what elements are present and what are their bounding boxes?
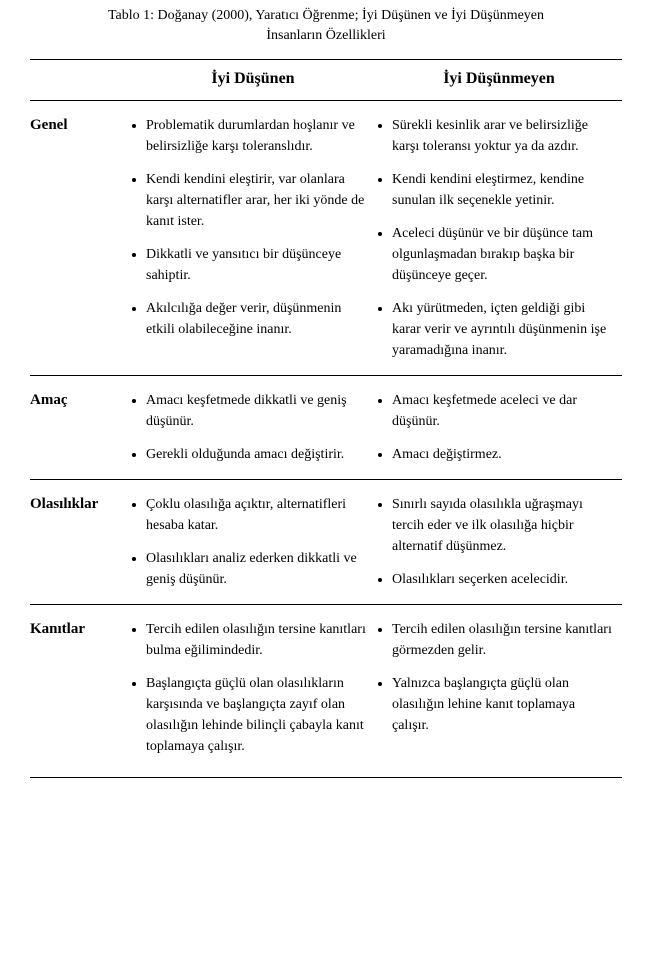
list-item: Yalnızca başlangıçta güçlü olan olasılığ… [392,673,614,736]
sections-container: Genel Problematik durumlardan hoşlanır ve… [30,100,622,771]
cell-good: Çoklu olasılığa açıktır, alternatifleri … [130,494,376,592]
list-item: Kendi kendini eleştirir, var olanlara ka… [146,169,368,232]
list-item: Tercih edilen olasılığın tersine kanıtla… [392,619,614,661]
bottom-rule [30,777,622,778]
caption-line-1: Tablo 1: Doğanay (2000), Yaratıcı Öğrenm… [108,8,544,23]
list-item: Amacı keşfetmede aceleci ve dar düşünür. [392,390,614,432]
list-item: Dikkatli ve yansıtıcı bir düşünceye sahi… [146,244,368,286]
good-list: Problematik durumlardan hoşlanır ve beli… [130,115,368,340]
cell-bad: Sınırlı sayıda olasılıkla uğraşmayı terc… [376,494,622,592]
row-label: Olasılıklar [30,494,130,592]
list-item: Amacı keşfetmede dikkatli ve geniş düşün… [146,390,368,432]
col-header-good: İyi Düşünen [130,70,376,88]
bad-list: Amacı keşfetmede aceleci ve dar düşünür.… [376,390,614,465]
list-item: Tercih edilen olasılığın tersine kanıtla… [146,619,368,661]
bad-list: Sınırlı sayıda olasılıkla uğraşmayı terc… [376,494,614,590]
cell-bad: Amacı keşfetmede aceleci ve dar düşünür.… [376,390,622,467]
list-item: Çoklu olasılığa açıktır, alternatifleri … [146,494,368,536]
cell-bad: Sürekli kesinlik arar ve belirsizliğe ka… [376,115,622,363]
list-item: Akı yürütmeden, içten geldiği gibi karar… [392,298,614,361]
list-item: Olasılıkları analiz ederken dikkatli ve … [146,548,368,590]
header-row: İyi Düşünen İyi Düşünmeyen [30,60,622,100]
caption-line-2: İnsanların Özellikleri [266,28,385,43]
section-row: Amaç Amacı keşfetmede dikkatli ve geniş d… [30,375,622,479]
table-caption: Tablo 1: Doğanay (2000), Yaratıcı Öğrenm… [30,6,622,45]
bad-list: Sürekli kesinlik arar ve belirsizliğe ka… [376,115,614,361]
list-item: Kendi kendini eleştirmez, kendine sunula… [392,169,614,211]
good-list: Çoklu olasılığa açıktır, alternatifleri … [130,494,368,590]
list-item: Akılcılığa değer verir, düşünmenin etkil… [146,298,368,340]
good-list: Tercih edilen olasılığın tersine kanıtla… [130,619,368,757]
row-label: Genel [30,115,130,363]
list-item: Başlangıçta güçlü olan olasılıkların kar… [146,673,368,757]
section-row: Olasılıklar Çoklu olasılığa açıktır, alte… [30,479,622,604]
cell-good: Tercih edilen olasılığın tersine kanıtla… [130,619,376,759]
list-item: Amacı değiştirmez. [392,444,614,465]
cell-bad: Tercih edilen olasılığın tersine kanıtla… [376,619,622,759]
row-label: Amaç [30,390,130,467]
good-list: Amacı keşfetmede dikkatli ve geniş düşün… [130,390,368,465]
cell-good: Problematik durumlardan hoşlanır ve beli… [130,115,376,363]
list-item: Sınırlı sayıda olasılıkla uğraşmayı terc… [392,494,614,557]
col-header-bad: İyi Düşünmeyen [376,70,622,88]
list-item: Olasılıkları seçerken acelecidir. [392,569,614,590]
row-label: Kanıtlar [30,619,130,759]
section-row: Genel Problematik durumlardan hoşlanır ve… [30,100,622,375]
section-row: Kanıtlar Tercih edilen olasılığın tersine… [30,604,622,771]
list-item: Problematik durumlardan hoşlanır ve beli… [146,115,368,157]
cell-good: Amacı keşfetmede dikkatli ve geniş düşün… [130,390,376,467]
list-item: Aceleci düşünür ve bir düşünce tam olgun… [392,223,614,286]
list-item: Sürekli kesinlik arar ve belirsizliğe ka… [392,115,614,157]
list-item: Gerekli olduğunda amacı değiştirir. [146,444,368,465]
bad-list: Tercih edilen olasılığın tersine kanıtla… [376,619,614,736]
